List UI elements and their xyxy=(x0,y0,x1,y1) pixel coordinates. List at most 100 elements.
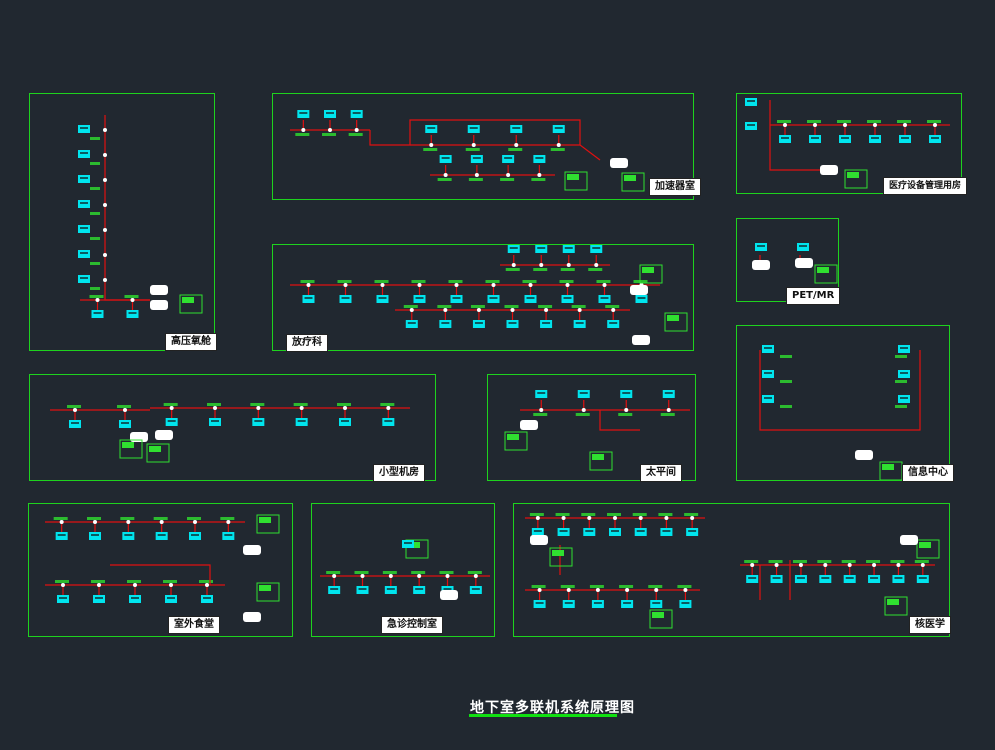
pipe-size-label xyxy=(522,280,537,283)
indoor-unit-grille xyxy=(326,112,334,114)
indoor-unit-grille xyxy=(157,534,166,536)
pipe-size-label xyxy=(575,413,590,416)
legend-fill xyxy=(642,267,654,273)
pipe-size-label xyxy=(632,513,647,516)
panel-nuclear: 核医学 xyxy=(513,503,951,637)
outdoor-unit xyxy=(243,545,261,555)
indoor-unit-grille xyxy=(80,202,88,204)
branch-joint xyxy=(556,143,561,147)
pipe-size-label xyxy=(807,120,821,123)
pipe-size-label xyxy=(531,178,546,181)
indoor-unit-grille xyxy=(415,588,424,590)
refrigerant-pipe xyxy=(759,350,921,431)
indoor-unit-grille xyxy=(747,100,755,102)
branch-joint xyxy=(354,128,359,132)
pipe-size-label xyxy=(403,305,418,308)
branch-joint xyxy=(873,123,877,127)
branch-joint xyxy=(133,583,137,587)
indoor-unit-grille xyxy=(124,534,133,536)
indoor-unit-grille xyxy=(80,277,88,279)
branch-joint xyxy=(73,408,77,412)
pipe-size-label xyxy=(895,380,907,383)
pipe-size-label xyxy=(163,403,178,406)
branch-joint xyxy=(506,173,511,177)
indoor-unit-grille xyxy=(57,534,66,536)
indoor-unit-grille xyxy=(757,245,765,247)
pipe-size-label xyxy=(529,513,544,516)
pipe-size-label xyxy=(337,280,352,283)
legend-box xyxy=(916,539,940,559)
branch-joint xyxy=(539,408,544,412)
pipe-size-label xyxy=(90,137,100,140)
branch-joint xyxy=(577,308,582,312)
branch-joint xyxy=(823,563,828,567)
indoor-unit-grille xyxy=(592,247,601,249)
pipe-size-label xyxy=(91,580,105,583)
panel-title: PET/MR xyxy=(785,287,841,305)
pipe-size-label xyxy=(780,405,792,408)
legend-box xyxy=(119,439,143,459)
pipe-size-label xyxy=(90,187,100,190)
indoor-unit-grille xyxy=(664,392,673,394)
indoor-unit-grille xyxy=(901,137,909,139)
pipe-size-label xyxy=(374,280,389,283)
branch-joint xyxy=(159,520,164,524)
indoor-unit-grille xyxy=(870,577,879,579)
panel-hyperbaric: 高压氧舱 xyxy=(29,93,217,351)
branch-joint xyxy=(683,588,688,592)
drawing-title: 地下室多联机系统原理图 xyxy=(470,700,635,716)
title-underline xyxy=(469,714,617,717)
legend-fill xyxy=(817,267,829,273)
indoor-unit-grille xyxy=(59,597,67,599)
outdoor-unit xyxy=(610,158,628,168)
branch-joint xyxy=(226,520,231,524)
indoor-unit-grille xyxy=(796,577,805,579)
legend-box xyxy=(256,514,280,534)
pipe-size-label xyxy=(660,413,675,416)
branch-joint xyxy=(306,283,311,287)
indoor-unit-grille xyxy=(575,322,584,324)
legend-fill xyxy=(624,175,636,181)
pipe-size-label xyxy=(589,585,604,588)
indoor-unit-grille xyxy=(900,347,908,349)
indoor-unit-grille xyxy=(622,392,631,394)
indoor-unit-grille xyxy=(611,530,619,532)
indoor-unit-grille xyxy=(386,588,395,590)
indoor-unit-grille xyxy=(811,137,819,139)
pipe-size-label xyxy=(744,560,759,563)
indoor-unit-grille xyxy=(441,157,450,159)
pipe-size-label xyxy=(895,405,907,408)
branch-joint xyxy=(59,520,64,524)
panel-title: 小型机房 xyxy=(373,464,425,482)
legend-fill xyxy=(887,599,899,605)
branch-joint xyxy=(103,128,107,132)
branch-joint xyxy=(301,128,306,132)
outdoor-unit xyxy=(520,420,538,430)
indoor-unit-grille xyxy=(688,530,697,532)
legend-fill xyxy=(882,464,894,470)
branch-joint xyxy=(169,583,173,587)
pipe-size-label xyxy=(677,585,692,588)
indoor-unit-grille xyxy=(341,297,350,299)
pipe-size-label xyxy=(500,178,515,181)
pipe-size-label xyxy=(780,355,792,358)
outdoor-unit xyxy=(243,612,261,622)
branch-joint xyxy=(813,123,817,127)
outdoor-unit xyxy=(820,165,838,175)
branch-joint xyxy=(625,588,630,592)
indoor-unit-grille xyxy=(95,597,103,599)
pipe-size-label xyxy=(293,403,308,406)
indoor-unit-grille xyxy=(542,322,551,324)
branch-joint xyxy=(535,516,540,520)
pipe-size-label xyxy=(90,162,100,165)
indoor-unit-grille xyxy=(384,420,393,422)
indoor-unit-grille xyxy=(80,177,88,179)
branch-joint xyxy=(587,516,592,520)
indoor-unit-grille xyxy=(80,152,88,154)
pipe-size-label xyxy=(199,580,213,583)
branch-joint xyxy=(750,563,755,567)
indoor-unit-grille xyxy=(623,602,632,604)
pipe-size-label xyxy=(792,560,807,563)
indoor-unit-grille xyxy=(748,577,757,579)
